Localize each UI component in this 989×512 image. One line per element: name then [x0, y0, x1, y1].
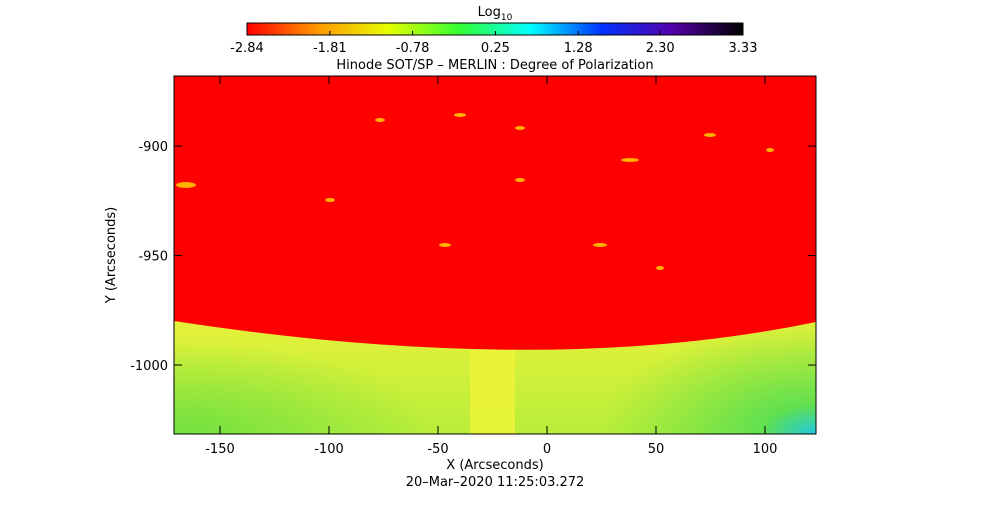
- colorbar-tick-label: -1.81: [313, 41, 347, 56]
- plot-frame: [173, 75, 817, 435]
- y-tick-label: -900: [138, 140, 168, 155]
- x-tick-label: 0: [543, 442, 551, 457]
- colorbar-tick-label: 1.28: [564, 41, 593, 56]
- chart-title: Hinode SOT/SP – MERLIN : Degree of Polar…: [336, 58, 653, 73]
- footer: 20–Mar–2020 11:25:03.272: [406, 475, 585, 490]
- colorbar-tick-label: 2.30: [646, 41, 675, 56]
- y-axis-label: Y (Arcseconds): [104, 207, 119, 304]
- x-tick-label: -50: [427, 442, 448, 457]
- x-tick-label: -100: [314, 442, 344, 457]
- x-tick-label: 100: [753, 442, 778, 457]
- colorbar-tick-label: 3.33: [729, 41, 758, 56]
- image: [174, 76, 816, 434]
- colorbar-tick-label: -0.78: [396, 41, 430, 56]
- colorbar-tick-label: 0.25: [481, 41, 510, 56]
- y-tick-label: -950: [138, 250, 168, 265]
- x-tick-label: 50: [648, 442, 665, 457]
- y-tick-label: -1000: [130, 359, 168, 374]
- colorbar-label: Log10: [478, 5, 513, 23]
- x-axis-label: X (Arcseconds): [446, 458, 543, 473]
- x-tick-label: -150: [205, 442, 235, 457]
- colorbar-tick-label: -2.84: [230, 41, 264, 56]
